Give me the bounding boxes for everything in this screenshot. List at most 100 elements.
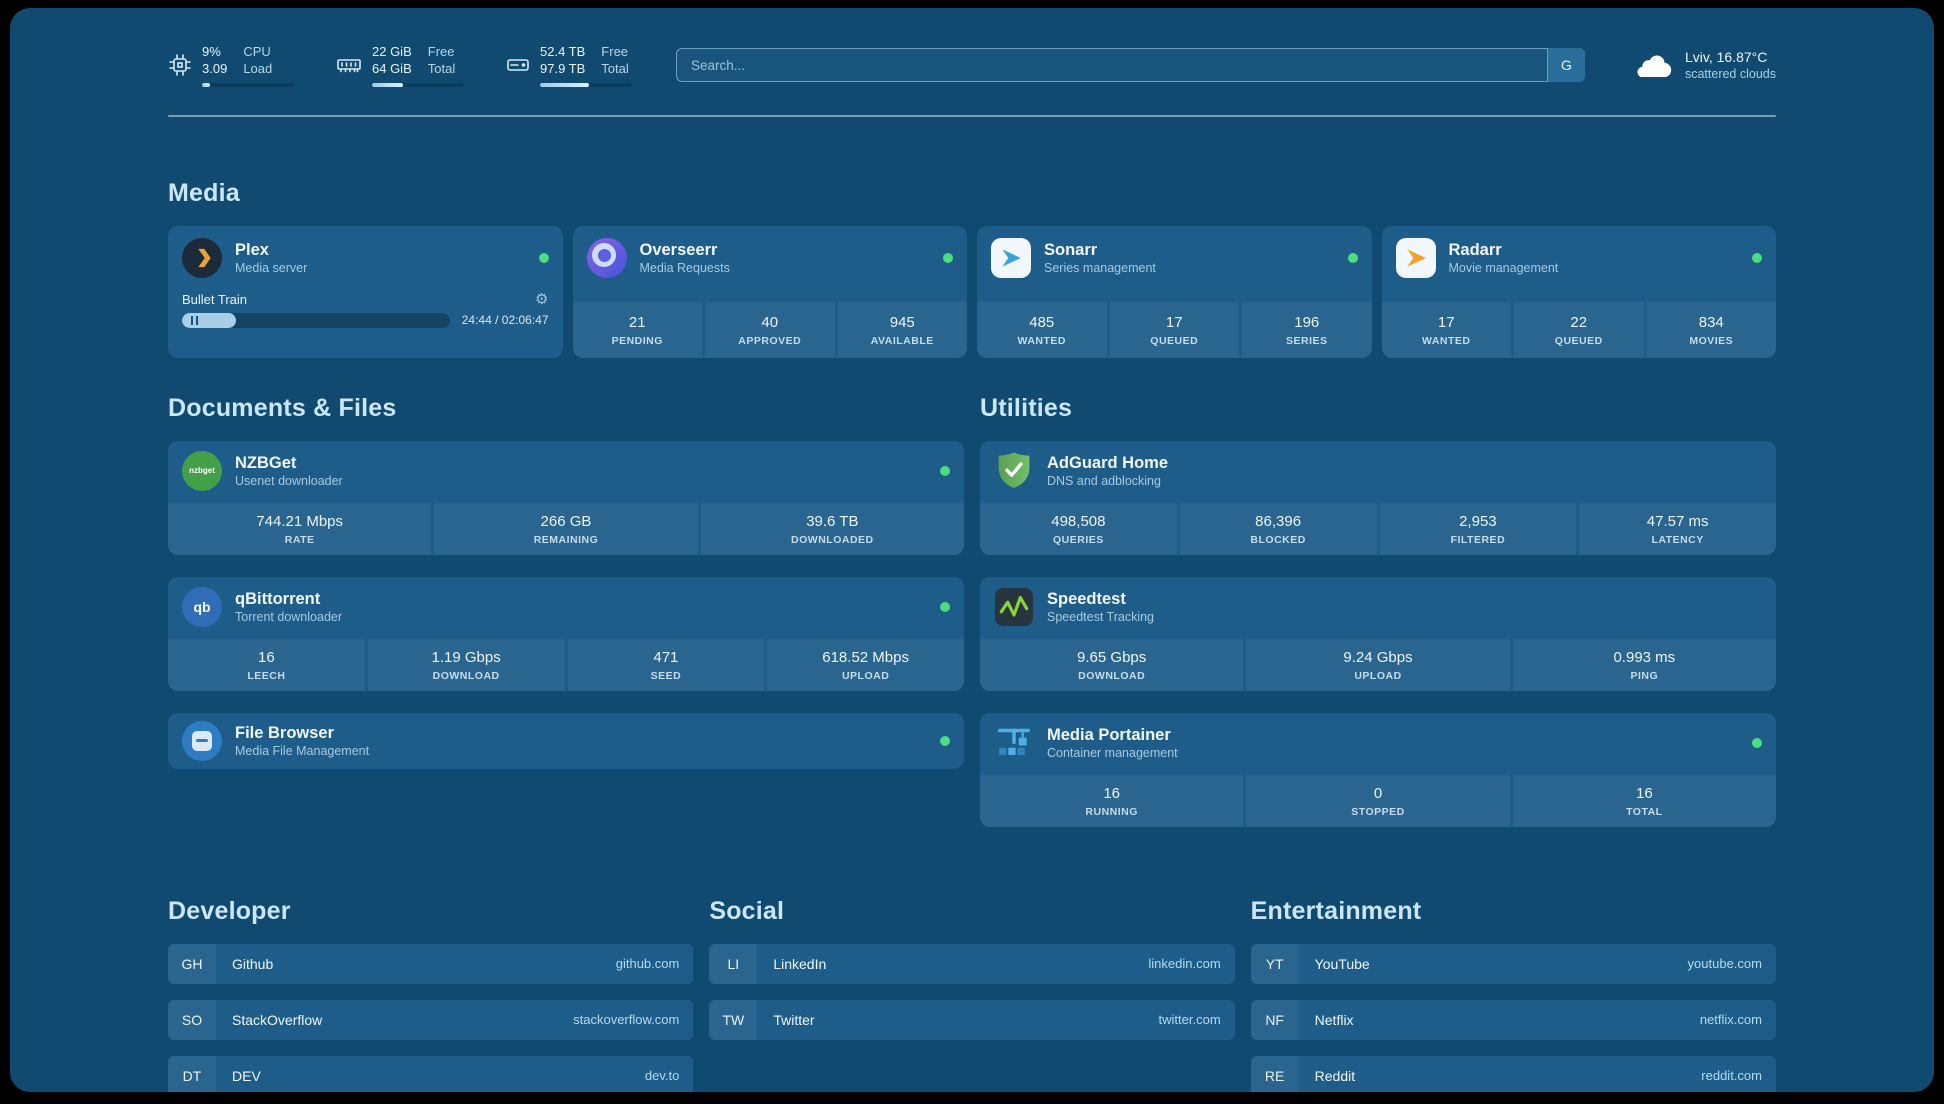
- service-name: File Browser: [235, 724, 335, 743]
- bookmark-domain: netflix.com: [1699, 1012, 1762, 1028]
- bookmark-abbr: DT: [168, 1055, 216, 1092]
- bookmark-domain: youtube.com: [1687, 956, 1762, 972]
- section-utilities: Utilities: [980, 394, 1776, 827]
- portainer-icon: [994, 723, 1034, 763]
- service-card-adguard[interactable]: AdGuard Home DNS and adblocking 498,508 …: [980, 440, 1776, 555]
- service-desc: Media File Management: [235, 744, 370, 759]
- service-desc: Torrent downloader: [235, 610, 343, 625]
- bookmark-abbr: RE: [1250, 1055, 1299, 1092]
- stat-latency: 47.57 ms LATENCY: [1579, 502, 1776, 555]
- stat-stopped: 0 STOPPED: [1246, 774, 1510, 827]
- service-card-overseerr[interactable]: Overseerr Media Requests 21 PENDING 40 A…: [572, 225, 967, 358]
- stat-running: 16 RUNNING: [980, 774, 1244, 827]
- bookmark-group-developer: Developer GH Github github.com SO StackO…: [168, 897, 694, 1092]
- bookmark-domain: reddit.com: [1701, 1068, 1762, 1084]
- service-card-qbittorrent[interactable]: qb qBittorrent Torrent downloader 16 LEE…: [168, 576, 964, 691]
- memory-progress-bar: [372, 82, 464, 87]
- playback-progress-bar[interactable]: [182, 312, 450, 328]
- service-name: Speedtest: [1047, 590, 1126, 609]
- search-input[interactable]: [676, 48, 1585, 83]
- bookmark-domain: github.com: [615, 956, 680, 972]
- stat-ping: 0.993 ms PING: [1512, 638, 1776, 691]
- stat-approved: 40 APPROVED: [705, 301, 835, 358]
- stat-rate: 744.21 Mbps RATE: [168, 502, 432, 555]
- bookmark-github[interactable]: GH Github github.com: [168, 943, 694, 984]
- stat-download: 1.19 Gbps DOWNLOAD: [367, 638, 565, 691]
- status-dot: [940, 465, 950, 476]
- total-label: Total: [427, 60, 456, 76]
- service-card-nzbget[interactable]: nzbget NZBGet Usenet downloader 744.21 M…: [168, 440, 964, 555]
- cloud-icon: [1633, 49, 1673, 82]
- stat-upload: 618.52 Mbps UPLOAD: [767, 638, 964, 691]
- service-desc: Media server: [235, 261, 308, 276]
- bookmark-group-social: Social LI LinkedIn linkedin.com TW Twitt…: [709, 896, 1235, 1092]
- free-label: Free: [427, 44, 455, 59]
- adguard-icon: [994, 451, 1034, 491]
- stat-queued: 22 QUEUED: [1514, 301, 1644, 358]
- status-dot: [940, 735, 950, 746]
- bookmark-twitter[interactable]: TW Twitter twitter.com: [709, 999, 1235, 1040]
- status-dot: [1752, 252, 1762, 263]
- bookmark-stackoverflow[interactable]: SO StackOverflow stackoverflow.com: [168, 999, 694, 1040]
- weather-widget: Lviv, 16.87°C scattered clouds: [1633, 49, 1776, 82]
- bookmark-reddit[interactable]: RE Reddit reddit.com: [1250, 1055, 1776, 1092]
- sonarr-icon: [991, 237, 1031, 278]
- section-title-social: Social: [709, 896, 785, 925]
- status-dot: [538, 252, 549, 263]
- bookmark-abbr: SO: [168, 999, 216, 1040]
- search-provider-button[interactable]: G: [1546, 48, 1585, 83]
- service-name: Plex: [235, 241, 269, 260]
- bookmark-name: DEV: [232, 1067, 261, 1084]
- bookmark-youtube[interactable]: YT YouTube youtube.com: [1250, 943, 1776, 984]
- topbar: 9% 3.09 CPU Load: [168, 44, 1776, 87]
- radarr-icon: [1395, 237, 1436, 278]
- bookmark-domain: linkedin.com: [1148, 956, 1221, 972]
- service-name: qBittorrent: [235, 590, 321, 609]
- section-media: Media Plex Media server: [168, 179, 1776, 358]
- bookmark-domain: stackoverflow.com: [573, 1012, 680, 1028]
- load-label: Load: [243, 60, 273, 76]
- status-dot: [1752, 737, 1762, 748]
- stat-wanted: 485 WANTED: [977, 301, 1107, 358]
- service-card-radarr[interactable]: Radarr Movie management 17 WANTED 22 QUE…: [1381, 225, 1776, 358]
- bookmark-abbr: LI: [709, 943, 758, 984]
- search-bar: G: [676, 48, 1585, 83]
- bookmark-name: Netflix: [1314, 1011, 1354, 1028]
- pause-icon[interactable]: [191, 315, 198, 325]
- stat-leech: 16 LEECH: [168, 638, 365, 691]
- memory-free-value: 22 GiB: [372, 44, 412, 59]
- stat-upload: 9.24 Gbps UPLOAD: [1246, 638, 1510, 691]
- bookmark-group-entertainment: Entertainment YT YouTube youtube.com NF …: [1250, 897, 1776, 1092]
- service-card-sonarr[interactable]: Sonarr Series management 485 WANTED 17 Q…: [977, 225, 1372, 358]
- service-card-plex[interactable]: Plex Media server Bullet Train ⚙: [168, 225, 563, 358]
- bookmark-dev[interactable]: DT DEV dev.to: [168, 1055, 694, 1092]
- bookmark-name: Twitter: [773, 1011, 815, 1028]
- topbar-divider: [168, 114, 1776, 117]
- bookmark-abbr: NF: [1250, 999, 1299, 1040]
- weather-condition: scattered clouds: [1684, 67, 1776, 82]
- cpu-stats: 9% 3.09 CPU Load: [202, 44, 294, 87]
- service-card-portainer[interactable]: Media Portainer Container management 16 …: [980, 712, 1776, 827]
- bookmark-abbr: TW: [709, 999, 758, 1040]
- bookmark-linkedin[interactable]: LI LinkedIn linkedin.com: [709, 943, 1235, 984]
- free-label: Free: [601, 44, 629, 59]
- stat-filtered: 2,953 FILTERED: [1379, 502, 1577, 555]
- service-card-speedtest[interactable]: Speedtest Speedtest Tracking 9.65 Gbps D…: [980, 576, 1776, 691]
- filebrowser-icon: [182, 720, 222, 761]
- dashboard: 9% 3.09 CPU Load: [10, 8, 1934, 1092]
- bookmark-netflix[interactable]: NF Netflix netflix.com: [1250, 999, 1776, 1040]
- service-desc: Usenet downloader: [235, 474, 343, 489]
- resource-widgets: 9% 3.09 CPU Load: [168, 44, 632, 87]
- media-grid: Plex Media server Bullet Train ⚙: [168, 225, 1776, 358]
- bookmark-name: StackOverflow: [232, 1011, 323, 1028]
- service-desc: Movie management: [1448, 261, 1559, 276]
- gear-icon[interactable]: ⚙: [535, 290, 549, 308]
- disk-stats: 52.4 TB 97.9 TB Free Total: [540, 44, 632, 87]
- stat-blocked: 86,396 BLOCKED: [1179, 502, 1377, 555]
- disk-total-value: 97.9 TB: [540, 60, 586, 76]
- bookmark-abbr: YT: [1250, 943, 1299, 984]
- disk-widget: 52.4 TB 97.9 TB Free Total: [506, 44, 632, 87]
- service-desc: DNS and adblocking: [1047, 474, 1161, 489]
- bookmark-name: Reddit: [1314, 1067, 1356, 1084]
- service-card-filebrowser[interactable]: File Browser Media File Management: [168, 712, 964, 769]
